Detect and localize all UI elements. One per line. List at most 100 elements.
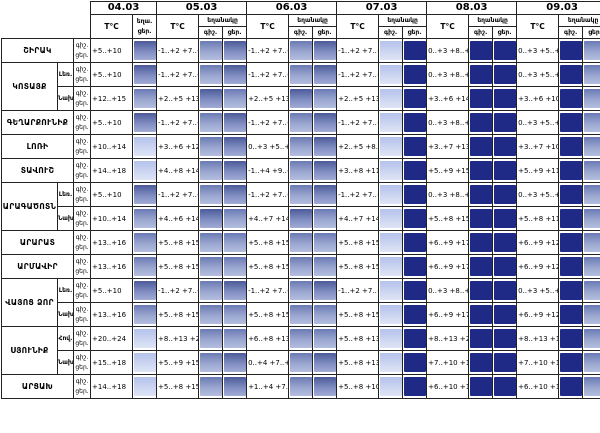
temperature-cell: -1..+2 +7..+10 [157,39,199,63]
temperature-cell: -1..+2 +7..+10 [157,279,199,303]
moon-weather-icon [404,113,426,132]
weather-icon-cell [289,207,313,231]
weather-icon-cell [469,375,493,399]
snow-weather-icon [224,137,246,156]
moon-weather-icon [560,209,582,228]
weather-icon-cell [223,39,247,63]
temperature-cell: +5..+8 +11..+15 [517,207,559,231]
weather-icon-cell [469,39,493,63]
weather-icon-cell [583,303,600,327]
weather-icon-cell [379,231,403,255]
weather-icon-cell [313,351,337,375]
weather-icon-cell [559,183,583,207]
temperature-cell: +14..+18 [91,375,133,399]
sunc-weather-icon [380,377,402,396]
weather-icon-cell [379,327,403,351]
weather-icon-cell [379,111,403,135]
moon-weather-icon [494,209,516,228]
weather-icon-cell [313,135,337,159]
night-label: գիշ. [74,137,90,147]
weather-icon-cell [379,279,403,303]
region-name: ՎԱՅՈՑ ՁՈՐ [2,279,58,327]
temperature-cell: +5..+9 +15..+20 [427,159,469,183]
cloud-weather-icon [200,185,222,204]
cloud-weather-icon [584,377,600,396]
weather-icon-cell [493,255,517,279]
weather-icon-cell [223,279,247,303]
cloud-weather-icon [290,137,312,156]
time-of-day-label: գիշ.ցեր. [74,39,91,63]
night-label: գիշ. [74,89,90,99]
cloud-weather-icon [134,89,156,108]
weather-icon-cell [379,255,403,279]
temperature-cell: 0..+3 +8..+12 [427,111,469,135]
night-header: գիշ. [379,27,403,39]
weather-icon-cell [133,231,157,255]
weather-icon-cell [403,279,427,303]
subregion-label: Լեռ. [58,183,74,207]
weather-icon-cell [289,159,313,183]
moon-weather-icon [470,209,492,228]
weather-icon-cell [379,159,403,183]
weather-icon-cell [223,63,247,87]
snow-weather-icon [224,281,246,300]
weather-icon-cell [493,375,517,399]
night-header: գիշ. [289,27,313,39]
region-name: ԱՐՑԱԽ [2,375,74,399]
moon-weather-icon [404,185,426,204]
cloud-weather-icon [584,281,600,300]
region-name: ՏԱՎՈՒՇ [2,159,74,183]
temperature-cell: +8..+13 +20..+24 [427,327,469,351]
weather-header: եղանակը [289,15,337,27]
moon-weather-icon [404,65,426,84]
cloud-weather-icon [290,41,312,60]
moon-weather-icon [470,161,492,180]
temperature-cell: +12..+15 [91,87,133,111]
temperature-cell: -1..+2 +7..+10 [337,183,379,207]
weather-icon-cell [583,159,600,183]
cloud-weather-icon [584,185,600,204]
weather-icon-cell [223,351,247,375]
weather-icon-cell [289,327,313,351]
weather-icon-cell [379,87,403,111]
moon-weather-icon [560,41,582,60]
night-label: գիշ. [74,113,90,123]
sunc-weather-icon [380,137,402,156]
sunc-weather-icon [380,113,402,132]
temperature-cell: +3..+8 +11..+15 [337,159,379,183]
temperature-cell: +5..+8 +15..+18 [427,207,469,231]
moon-weather-icon [494,233,516,252]
weather-icon-cell [403,135,427,159]
weather-icon-cell [583,279,600,303]
snow-weather-icon [314,281,336,300]
weather-icon-cell [559,111,583,135]
weather-icon-cell [289,375,313,399]
sunc-weather-icon [134,137,156,156]
weather-icon-cell [313,183,337,207]
snow-weather-icon [224,113,246,132]
cloud-weather-icon [290,233,312,252]
weather-icon-cell [223,327,247,351]
temperature-cell: 0..+3 +8..+12 [427,63,469,87]
weather-icon-cell [133,375,157,399]
cloud-weather-icon [584,353,600,372]
weather-header-line: ցեր. [133,27,156,37]
night-header: գիշ. [559,27,583,39]
cloud-weather-icon [584,257,600,276]
sunc-weather-icon [380,185,402,204]
moon-weather-icon [404,281,426,300]
moon-weather-icon [494,305,516,324]
weather-icon-cell [133,87,157,111]
temp-header: T°C [247,15,289,39]
day-label: ցեր. [74,99,90,109]
weather-icon-cell [133,351,157,375]
cloud-weather-icon [584,137,600,156]
weather-icon-cell [469,159,493,183]
temperature-cell: +4..+7 +14..+16 [247,207,289,231]
moon-weather-icon [470,137,492,156]
date-header: 07.03 [337,2,427,15]
weather-icon-cell [199,183,223,207]
weather-icon-cell [289,87,313,111]
